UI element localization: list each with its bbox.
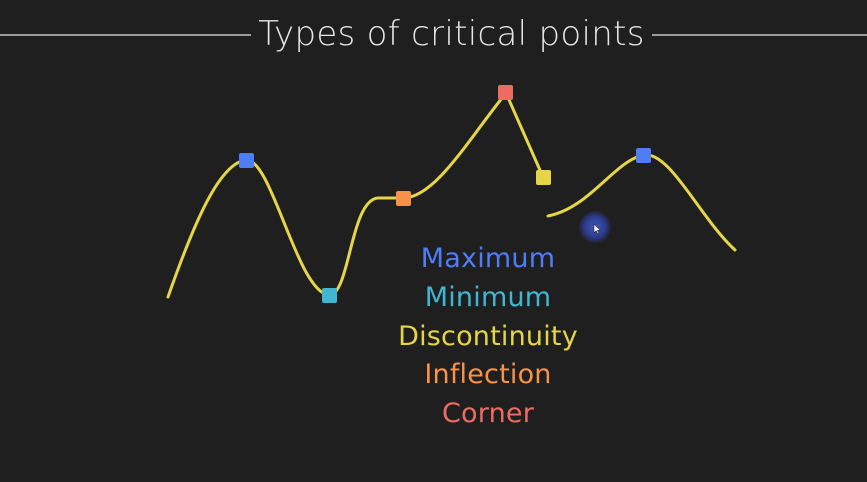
- curve-right-segment: [546, 153, 737, 252]
- title-rule-right: [652, 34, 867, 36]
- marker-inflection: [396, 191, 411, 206]
- pointer-icon: [593, 223, 602, 235]
- legend-discontinuity: Discontinuity: [398, 320, 578, 352]
- legend-maximum: Maximum: [420, 243, 556, 274]
- title-bar: Types of critical points: [0, 10, 867, 58]
- title-rule-left: [0, 34, 251, 36]
- mouse-cursor-highlight: [579, 211, 611, 243]
- legend-corner: Corner: [441, 398, 535, 429]
- legend-minimum: Minimum: [424, 281, 552, 313]
- marker-maximum-left: [239, 153, 254, 168]
- marker-maximum-right: [636, 148, 651, 163]
- marker-corner: [498, 85, 513, 100]
- legend-inflection: Inflection: [424, 359, 552, 391]
- legend: Maximum Minimum Discontinuity Inflection…: [338, 240, 638, 434]
- marker-discontinuity: [536, 170, 551, 185]
- page-title: Types of critical points: [258, 14, 645, 54]
- marker-minimum: [322, 288, 337, 303]
